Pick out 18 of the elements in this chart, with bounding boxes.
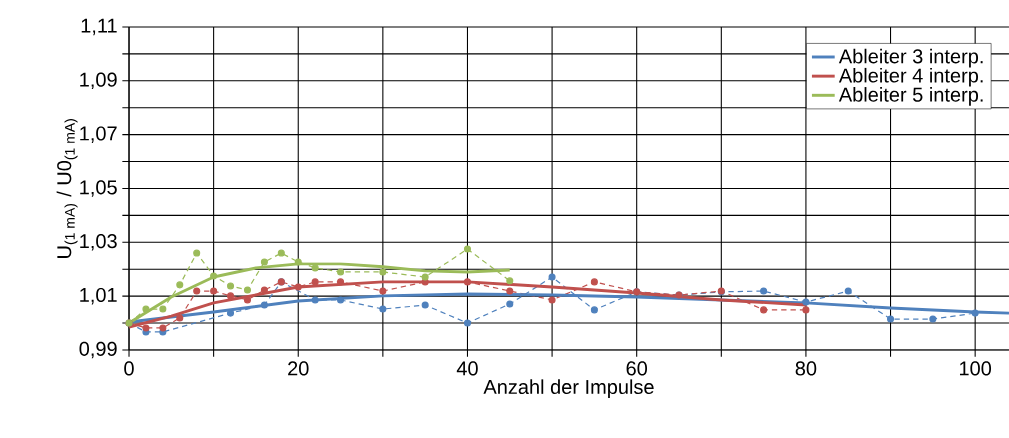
y-axis-title: U$_{(1 mA)}$ / U0$_{(1 mA)}$ [56, 119, 78, 258]
y-tick-label: 1,05 [80, 180, 117, 197]
x-tick-label: 20 [288, 361, 309, 376]
legend-label: Ableiter 5 interp. [838, 87, 983, 106]
x-tick-label: 0 [124, 361, 134, 376]
x-tick-label: 80 [795, 361, 817, 376]
y-tick-label: 1,09 [80, 72, 117, 90]
legend-label: Ableiter 3 interp. [838, 48, 983, 68]
y-tick-label: 0,99 [79, 341, 117, 359]
x-tick-label: 60 [626, 361, 648, 376]
y-tick-label: 1,01 [80, 287, 117, 305]
y-tick-label: 1,11 [81, 18, 117, 36]
x-tick-label: 100 [960, 361, 992, 376]
y-tick-label: 1,07 [80, 126, 117, 143]
y-tick-label: 1,03 [80, 234, 117, 251]
x-axis-title: Anzahl der Impulse [483, 379, 654, 398]
x-tick-label: 40 [456, 361, 478, 376]
legend-label: Ableiter 4 interp. [838, 67, 983, 87]
